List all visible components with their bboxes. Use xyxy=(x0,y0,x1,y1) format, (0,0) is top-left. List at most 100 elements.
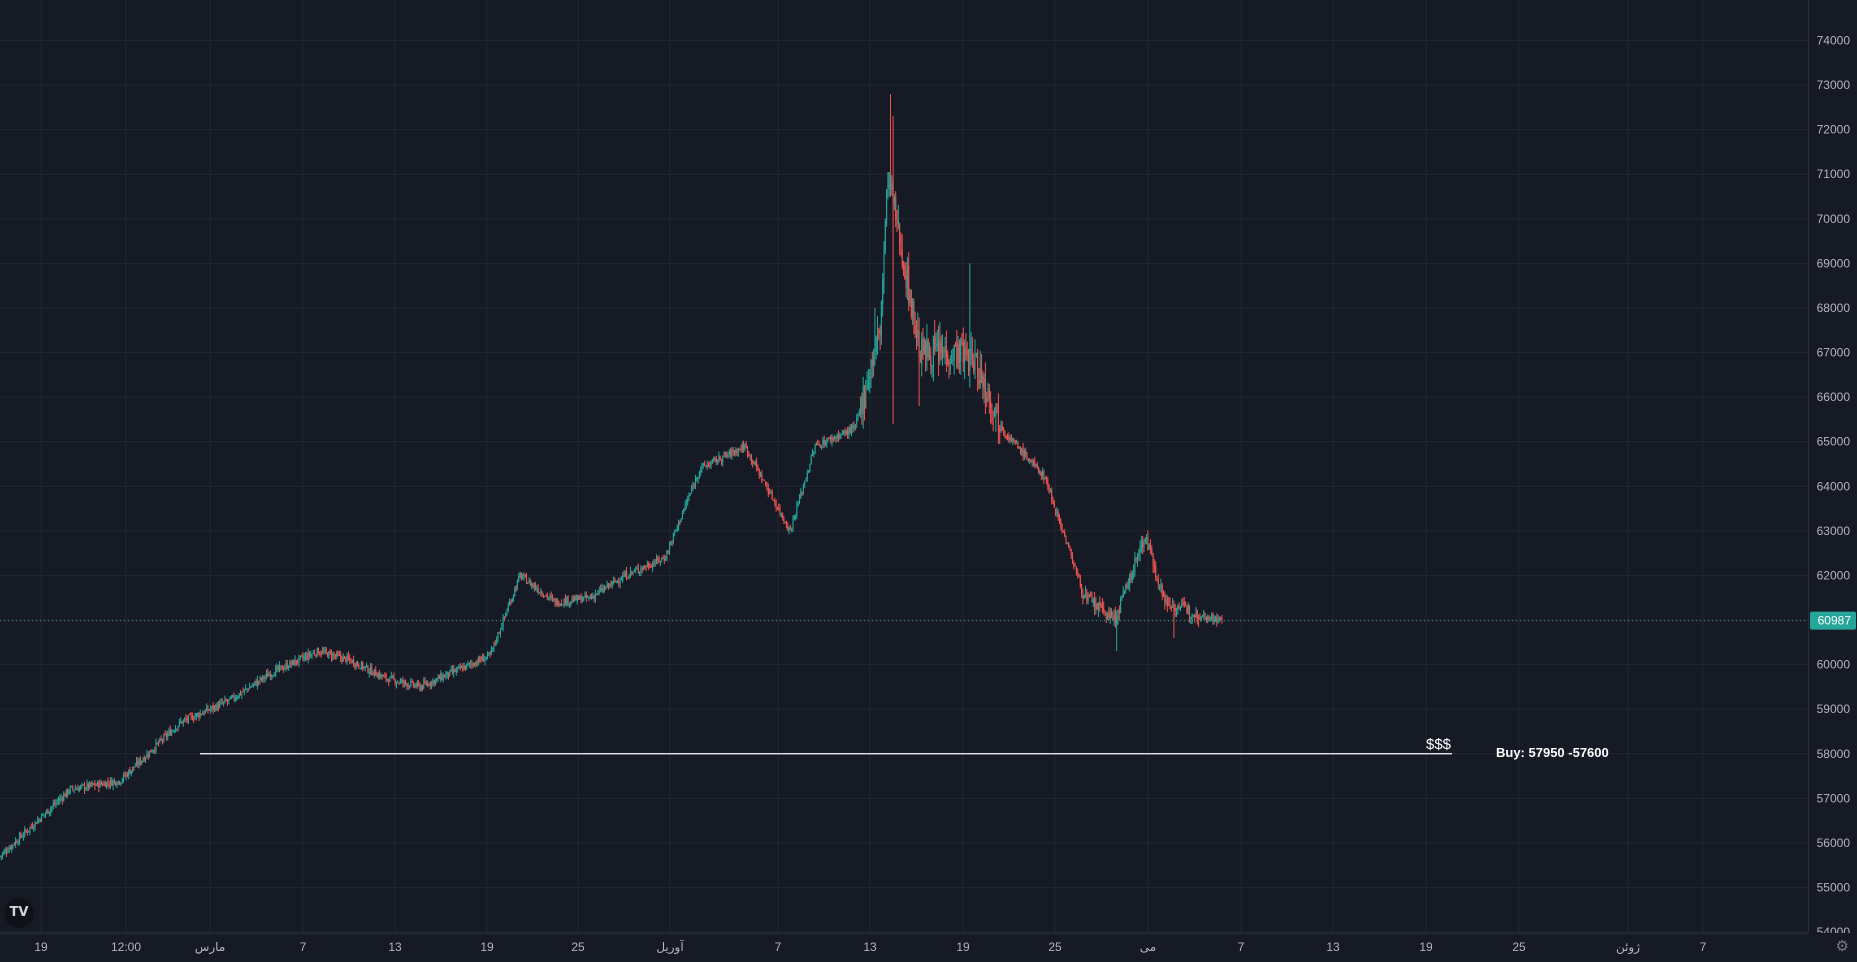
candle-body xyxy=(936,344,938,346)
candle-body xyxy=(579,596,581,600)
candle-body xyxy=(312,652,314,654)
gear-icon[interactable]: ⚙ xyxy=(1835,937,1849,955)
candle-body xyxy=(451,669,453,673)
candle-body xyxy=(1153,565,1155,567)
candle-body xyxy=(1138,554,1140,556)
candle-body xyxy=(68,791,70,794)
x-tick-label: 7 xyxy=(300,940,307,954)
candle-body xyxy=(163,734,165,742)
candle-body xyxy=(150,749,152,753)
candle-body xyxy=(759,472,762,477)
candle-body xyxy=(108,784,110,786)
candle-body xyxy=(561,603,563,605)
candle-body xyxy=(281,665,283,670)
candle-body xyxy=(1174,608,1176,612)
candle-body xyxy=(174,728,177,732)
candle-body xyxy=(28,830,30,832)
candle-body xyxy=(720,460,723,462)
candle-body xyxy=(245,688,247,690)
candle-body xyxy=(1021,448,1023,454)
x-tick-label: می xyxy=(1140,940,1156,954)
candle-body xyxy=(273,675,275,677)
candle-body xyxy=(908,265,910,303)
candle-body xyxy=(531,583,533,587)
candle-body xyxy=(423,681,425,689)
candle-body xyxy=(316,648,318,657)
candle-body xyxy=(310,654,312,657)
candle-body xyxy=(548,597,550,599)
candle-body xyxy=(267,673,269,678)
candle-body xyxy=(550,595,552,597)
candle-body xyxy=(631,571,633,573)
x-axis[interactable]: 19 12:00 مارس 7 13 19 25 آوریل 7 13 19 25 می 7 13 19 25 ژ… xyxy=(0,933,1857,957)
candle-body xyxy=(1122,591,1124,598)
candle-body xyxy=(229,696,231,700)
candle-body xyxy=(419,684,421,690)
x-tick-label: 19 xyxy=(34,940,48,954)
candle-body xyxy=(897,219,899,224)
candle-body xyxy=(882,278,884,305)
y-axis[interactable]: 5400055000560005700058000590006000061000… xyxy=(1808,0,1857,957)
candle-body xyxy=(535,585,537,589)
candle-body xyxy=(1061,527,1063,532)
candle-body xyxy=(369,666,372,672)
candle-body xyxy=(199,713,201,717)
candle-body xyxy=(735,449,737,454)
candle-body xyxy=(216,703,218,711)
candle-body xyxy=(115,781,117,785)
candle-body xyxy=(486,653,489,658)
candle-body xyxy=(815,443,817,445)
candle-body xyxy=(1065,536,1067,544)
candle-body xyxy=(1094,598,1096,609)
candle-body xyxy=(290,662,292,665)
candle-body xyxy=(1110,611,1113,617)
candle-body xyxy=(691,488,693,493)
candle-body xyxy=(202,713,204,716)
candle-body xyxy=(1006,437,1009,439)
candle-body xyxy=(732,449,734,452)
candle-body xyxy=(800,491,802,499)
candle-body xyxy=(1179,607,1181,611)
candle-body xyxy=(654,563,656,565)
candle-body xyxy=(821,446,823,448)
candle-body xyxy=(1068,542,1070,547)
candle-body xyxy=(321,650,323,654)
candle-body xyxy=(580,595,582,603)
candle-body xyxy=(198,713,200,718)
candle-body xyxy=(89,782,91,788)
candle-body xyxy=(637,568,639,572)
candle-body xyxy=(832,437,834,440)
candle-body xyxy=(184,718,186,720)
candle-body xyxy=(1040,471,1042,476)
candle-body xyxy=(856,418,858,424)
candle-body xyxy=(574,596,576,601)
candle-body xyxy=(122,774,125,780)
candle-body xyxy=(953,344,955,361)
candle-body xyxy=(697,476,699,480)
candle-body xyxy=(783,518,785,522)
candle-body xyxy=(967,358,970,372)
candle-body xyxy=(96,781,99,786)
candle-body xyxy=(902,265,905,268)
x-tick-label: 25 xyxy=(1512,940,1526,954)
candle-body xyxy=(809,464,811,472)
candle-body xyxy=(171,730,173,736)
candle-body xyxy=(828,437,830,439)
candle-body xyxy=(1118,608,1120,614)
candle-body xyxy=(1057,512,1059,518)
candle-body xyxy=(1108,613,1110,619)
candle-body xyxy=(666,551,668,560)
candle-body xyxy=(67,789,69,795)
candle-body xyxy=(727,454,729,456)
candle-body xyxy=(641,568,643,570)
candle-body xyxy=(432,680,434,683)
candle-body xyxy=(1049,491,1051,493)
candle-body xyxy=(623,574,625,577)
candle-body xyxy=(1087,596,1089,602)
candle-body xyxy=(925,342,927,361)
candle-body xyxy=(145,757,147,760)
tradingview-logo[interactable]: TV xyxy=(4,898,34,928)
candle-body xyxy=(845,430,847,435)
